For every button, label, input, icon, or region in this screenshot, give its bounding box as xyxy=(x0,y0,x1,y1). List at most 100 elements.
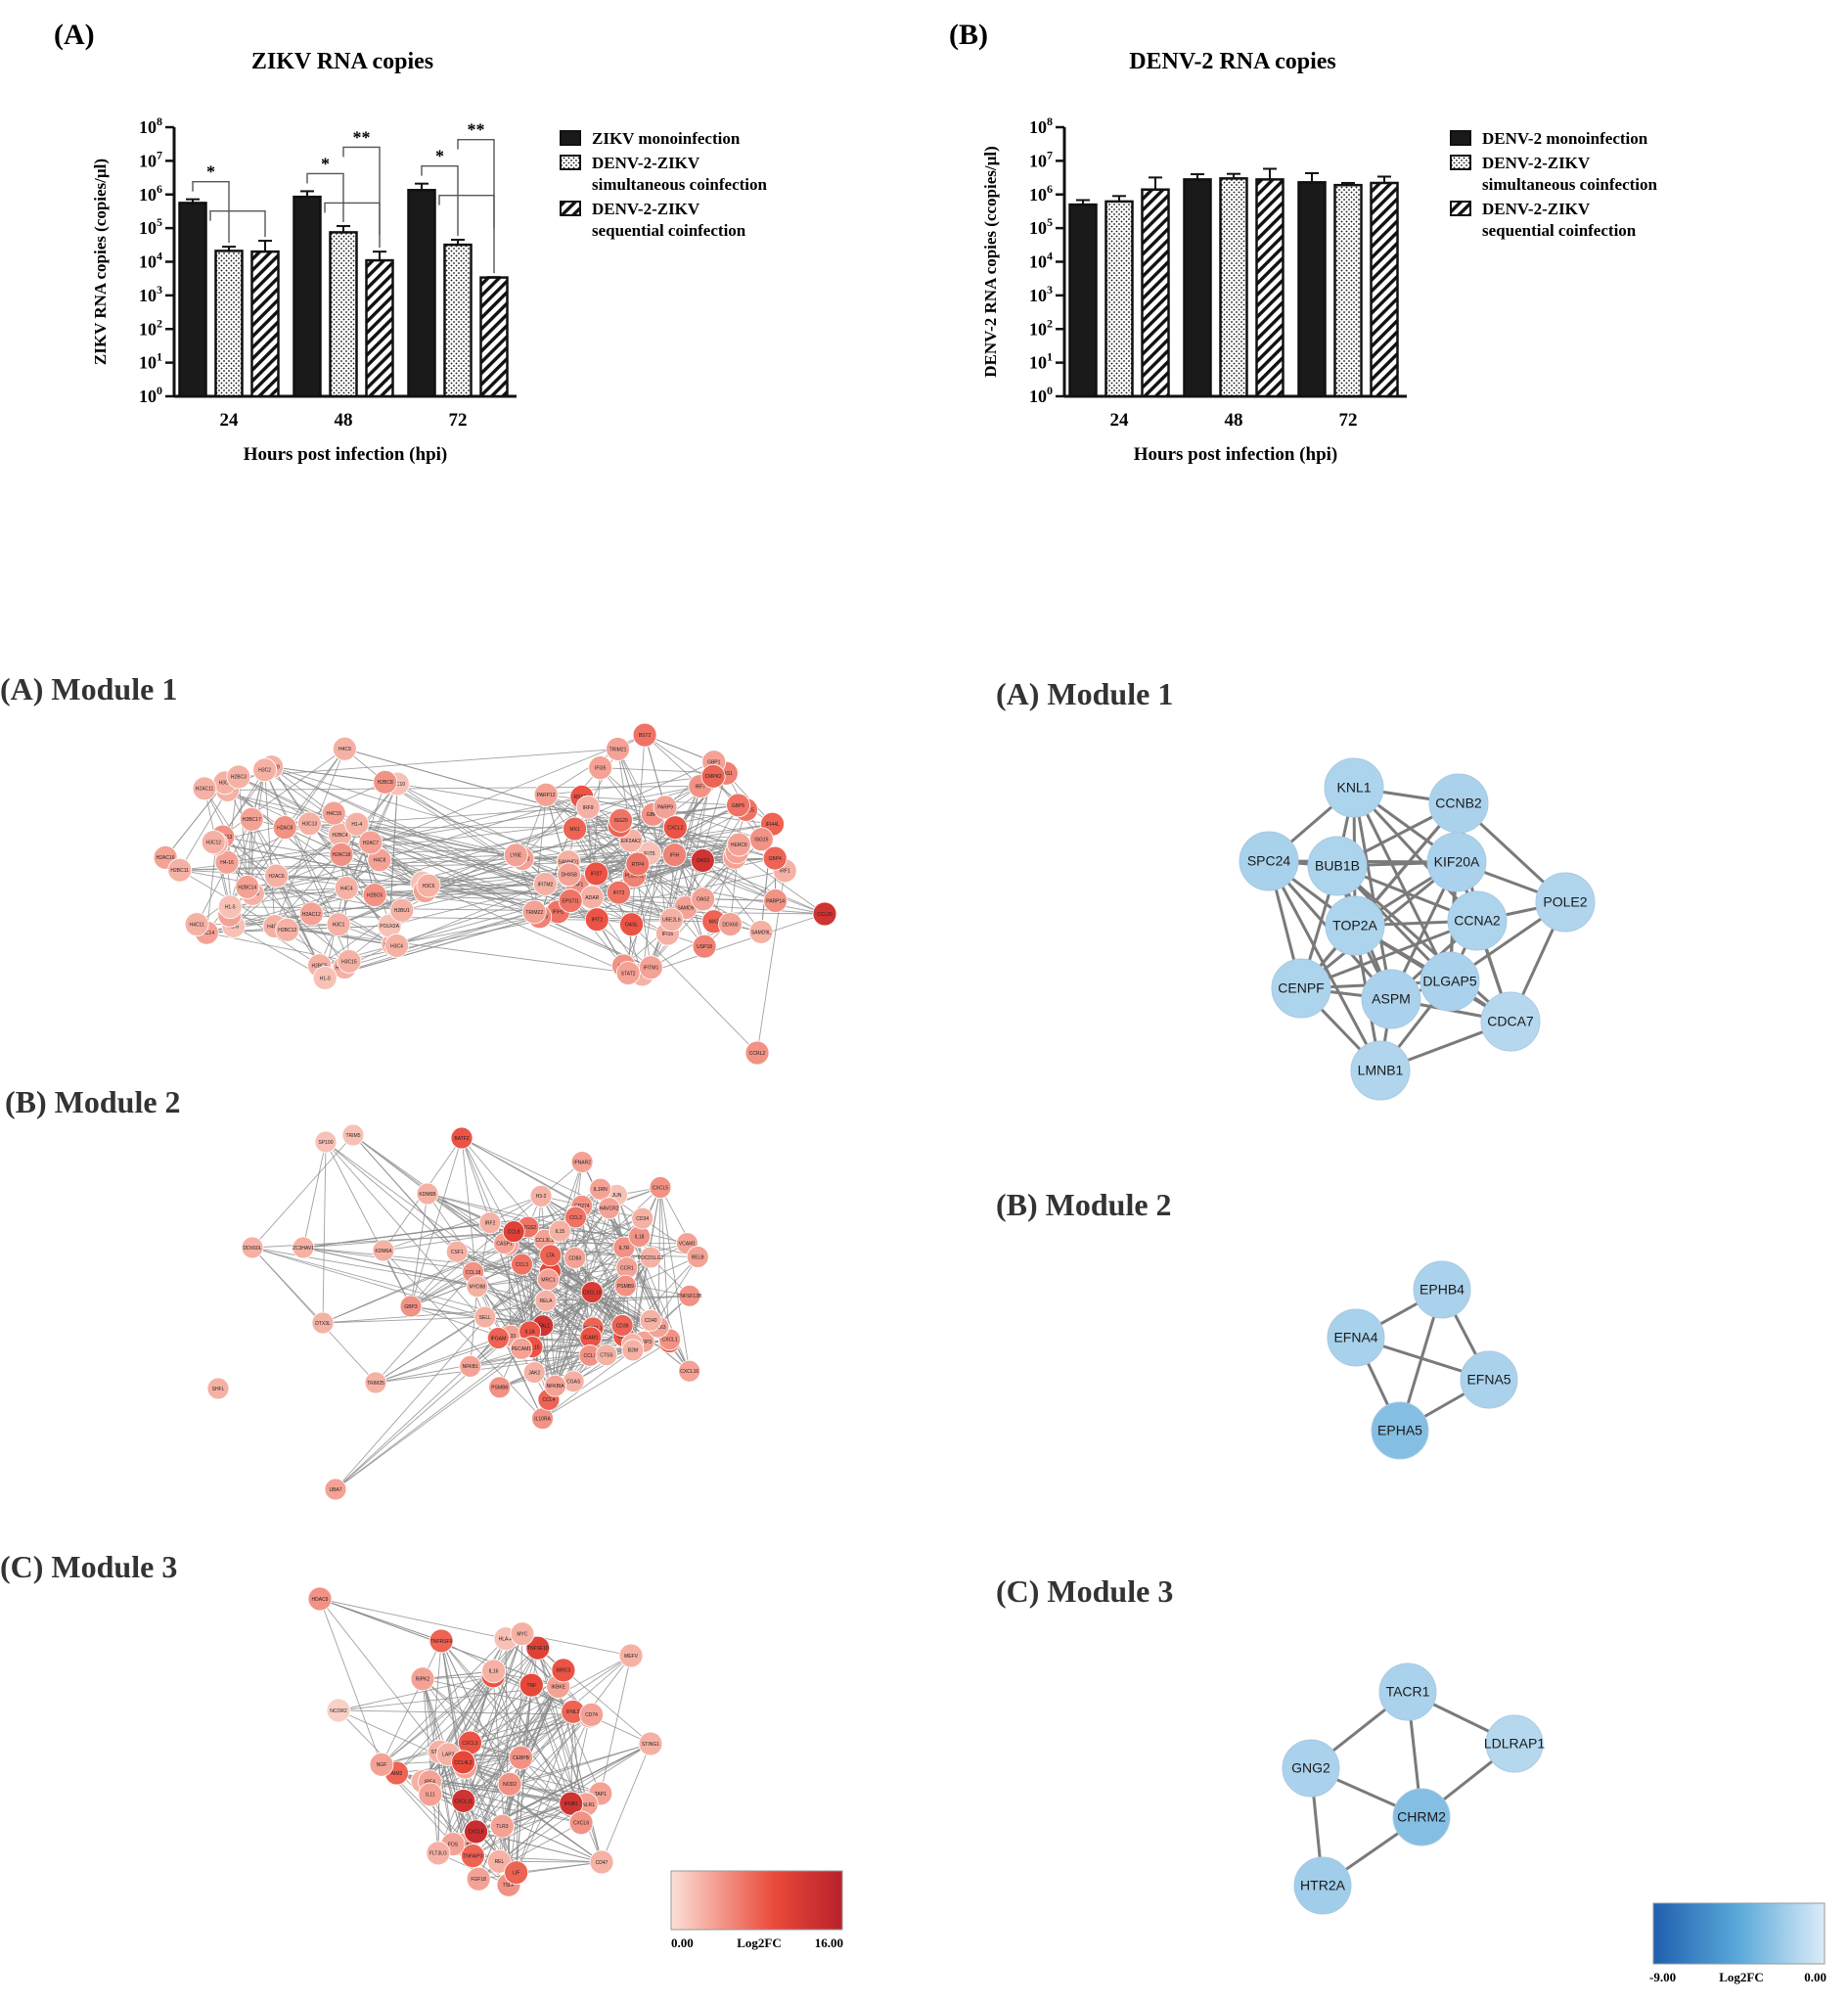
y-tick-label: 102 xyxy=(139,316,162,339)
network-node xyxy=(690,848,715,873)
network-node-label: UBA7 xyxy=(329,1487,341,1493)
network-node-label: CENPF xyxy=(1278,980,1324,996)
network-node xyxy=(426,1841,451,1866)
network-node xyxy=(201,830,226,855)
y-tick-label: 108 xyxy=(139,114,162,137)
network-edge xyxy=(224,782,390,927)
network-edge xyxy=(447,1633,523,1755)
network-node xyxy=(314,1130,338,1154)
network-node xyxy=(344,811,370,837)
network-edge xyxy=(319,1598,442,1642)
network-edge xyxy=(527,1188,601,1228)
network-node-label: IL10RA xyxy=(534,1417,551,1423)
network-node-label: REL xyxy=(495,1859,505,1865)
network-node xyxy=(384,934,409,958)
network-edge xyxy=(620,819,776,859)
network-node-label: BUB1B xyxy=(1315,858,1360,874)
network-node xyxy=(372,1239,395,1262)
network-node xyxy=(167,857,193,883)
network-node-label: CXCL1 xyxy=(662,1338,678,1344)
legend-swatch xyxy=(560,201,581,216)
network-node xyxy=(362,883,387,908)
y-tick-label: 103 xyxy=(139,283,162,305)
network-node xyxy=(518,1672,544,1698)
network-node-label: TNFSF10 xyxy=(527,1646,549,1652)
legend-swatch xyxy=(560,155,581,170)
network-node-label: CMPK2 xyxy=(704,774,721,780)
network-node xyxy=(653,795,678,820)
network-node xyxy=(1327,1308,1385,1367)
significance-bracket xyxy=(209,209,266,238)
bar xyxy=(1297,181,1327,398)
network-node xyxy=(241,1236,264,1259)
network-edge xyxy=(375,1354,590,1384)
network-node-label: PLSCR1 xyxy=(625,874,645,880)
network-node-label: TSLP xyxy=(503,1883,516,1889)
network-node-label: MRC1 xyxy=(541,1277,555,1283)
network-edge xyxy=(335,1335,512,1490)
network-edge xyxy=(642,913,826,976)
network-edge xyxy=(457,1251,670,1341)
network-edge xyxy=(644,734,714,763)
network-node xyxy=(264,863,290,888)
network-node xyxy=(464,1819,488,1845)
network-node-label: H2AC18 xyxy=(332,852,350,858)
network-node-label: CCL3 xyxy=(516,1262,528,1268)
network-edge xyxy=(179,790,228,871)
network-node xyxy=(451,1750,475,1775)
network-edge xyxy=(325,1141,499,1339)
network-node xyxy=(606,737,630,761)
network-node xyxy=(332,736,357,761)
network-node-label: PARP12 xyxy=(537,793,556,798)
network-edge xyxy=(251,1247,485,1318)
network-node-label: CCL3L1 xyxy=(536,1238,555,1244)
network-node-label: H4C8 xyxy=(374,858,386,864)
network-node-label: H4C14 xyxy=(200,931,215,936)
network-node xyxy=(678,1359,701,1383)
network-node xyxy=(1239,831,1299,891)
network-node-label: PARP9 xyxy=(657,805,673,811)
network-node xyxy=(658,907,684,933)
network-node xyxy=(416,873,441,898)
network-edge xyxy=(322,1316,485,1324)
network-node-label: KDM6B xyxy=(419,1192,436,1198)
network-edge xyxy=(478,1861,603,1880)
network-edge xyxy=(555,1247,625,1387)
network-edge xyxy=(213,842,423,884)
network-edge xyxy=(429,1633,523,1796)
y-tick-label: 101 xyxy=(1029,350,1053,373)
network-node-label: B2M xyxy=(628,1348,638,1354)
network-node xyxy=(252,757,278,783)
network-node xyxy=(522,1361,546,1384)
network-node xyxy=(558,888,583,913)
network-edge xyxy=(588,786,700,808)
network-node xyxy=(726,832,751,857)
module1-left-title: (A) Module 1 xyxy=(0,671,177,706)
network-node-label: JAK2 xyxy=(528,1370,540,1376)
network-node xyxy=(486,1327,510,1349)
network-edge xyxy=(381,1670,494,1765)
network-node-label: IL16 xyxy=(489,1669,499,1675)
network-node xyxy=(337,949,362,974)
network-edge xyxy=(659,1187,691,1372)
network-node-label: H3-2 xyxy=(536,1194,547,1200)
network-node xyxy=(1460,1350,1518,1409)
network-node xyxy=(307,1586,333,1612)
network-node-label: OAS3 xyxy=(697,858,710,864)
network-node xyxy=(632,722,657,748)
network-node-label: PDCD1LG2 xyxy=(638,1255,664,1261)
network-node-label: MYC xyxy=(517,1632,528,1638)
network-node-label: ZC3HAV1 xyxy=(293,1246,314,1252)
y-tick-label: 106 xyxy=(139,182,162,205)
x-tick-label: 24 xyxy=(220,410,240,431)
bar xyxy=(178,202,207,398)
network-edge xyxy=(530,1684,603,1863)
network-node-label: POLE2 xyxy=(1543,894,1587,910)
network-edge xyxy=(302,1231,515,1249)
network-node xyxy=(662,843,687,867)
network-edge xyxy=(510,1279,549,1337)
network-edge xyxy=(338,782,386,925)
network-node xyxy=(292,1236,315,1259)
network-node-label: UBE2L6 xyxy=(662,918,681,924)
network-edge xyxy=(572,1349,634,1383)
